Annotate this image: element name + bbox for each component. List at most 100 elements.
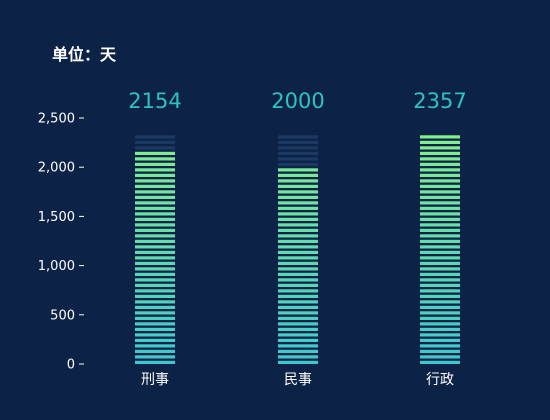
bar-segment: [278, 239, 318, 243]
bars-group: 2154 2000 2357: [128, 89, 467, 364]
bar-segment: [135, 289, 175, 293]
unit-label: 单位：天: [52, 45, 117, 64]
bar-segment: [420, 316, 460, 320]
bar-segment: [420, 360, 460, 364]
bar-segment: [278, 327, 318, 331]
bar-segment: [278, 173, 318, 177]
bar-segment: [135, 316, 175, 320]
bar-segment: [278, 217, 318, 221]
bar-segment: [420, 157, 460, 161]
bar-segment: [278, 311, 318, 315]
bar-segment: [135, 261, 175, 265]
bar-segment: [135, 179, 175, 183]
bar-segment: [278, 349, 318, 353]
bar-segment: [420, 239, 460, 243]
bar-segment: [420, 305, 460, 309]
bar-segment: [278, 212, 318, 216]
bar-segment: [420, 327, 460, 331]
bar-segment: [420, 261, 460, 265]
bar-segment: [420, 135, 460, 139]
bar-segment: [278, 223, 318, 227]
bar-segment: [420, 234, 460, 238]
bar-segment: [420, 146, 460, 150]
y-tick-label: 1,500: [38, 210, 75, 225]
data-label: 2154: [128, 89, 181, 113]
bar-segment: [278, 305, 318, 309]
bar-segment: [278, 360, 318, 364]
bar-segment: [420, 256, 460, 260]
y-tick-label: 1,000: [38, 259, 75, 274]
bar-segment: [135, 283, 175, 287]
y-axis: 0 500 1,000 1,500 2,000 2,500: [38, 112, 84, 373]
bar-segment: [135, 360, 175, 364]
bar-segment: [278, 168, 318, 172]
bar-segment: [278, 322, 318, 326]
bar-segment: [420, 311, 460, 315]
bar-segment: [135, 195, 175, 199]
bar-segment: [278, 344, 318, 348]
bar-segment: [135, 338, 175, 342]
bar-segment: [420, 206, 460, 210]
bar-segment: [278, 338, 318, 342]
x-tick-label: 行政: [426, 372, 454, 388]
bar-segment: [278, 195, 318, 199]
bar-segment: [135, 162, 175, 166]
bar-segment: [135, 333, 175, 337]
bar-segment: [420, 151, 460, 155]
bar-segment: [278, 184, 318, 188]
bar-segment: [278, 250, 318, 254]
bar-segment: [420, 173, 460, 177]
bar-segment: [135, 217, 175, 221]
bar-刑事: 2154: [128, 89, 182, 364]
bar-segment: [135, 294, 175, 298]
bar-segment: [420, 338, 460, 342]
bar-segment: [135, 184, 175, 188]
bar-segment: [278, 333, 318, 337]
bar-segment: [278, 190, 318, 194]
data-label: 2000: [271, 89, 324, 113]
bar-track-segment: [135, 140, 175, 144]
bar-segment: [135, 256, 175, 260]
bar-segment: [135, 305, 175, 309]
bar-segment: [278, 179, 318, 183]
y-tick-label: 2,000: [38, 161, 75, 176]
bar-segment: [420, 217, 460, 221]
bar-segment: [278, 267, 318, 271]
bar-segment: [135, 157, 175, 161]
bar-segment: [135, 151, 175, 155]
bar-segment: [135, 223, 175, 227]
bar-segment: [135, 173, 175, 177]
bar-segment: [420, 300, 460, 304]
bar-segment: [135, 245, 175, 249]
bar-segment: [420, 201, 460, 205]
bar-segment: [135, 212, 175, 216]
bar-segment: [420, 283, 460, 287]
bar-segment: [278, 294, 318, 298]
bar-segment: [420, 344, 460, 348]
y-tick-label: 0: [67, 358, 75, 373]
x-tick-label: 刑事: [141, 372, 169, 388]
bar-segment: [278, 256, 318, 260]
bar-segment: [278, 283, 318, 287]
x-axis: 刑事 民事 行政: [141, 372, 454, 388]
bar-segment: [135, 234, 175, 238]
bar-segment: [420, 162, 460, 166]
y-tick-label: 2,500: [38, 112, 75, 127]
bar-segment: [278, 261, 318, 265]
bar-segment: [278, 278, 318, 282]
bar-segment: [420, 272, 460, 276]
bar-segment: [135, 322, 175, 326]
bar-segment: [135, 206, 175, 210]
bar-segment: [420, 355, 460, 359]
bar-segment: [135, 349, 175, 353]
bar-segment: [420, 168, 460, 172]
bar-track-segment: [278, 151, 318, 155]
bar-segment: [278, 245, 318, 249]
bar-segment: [135, 311, 175, 315]
bar-segment: [420, 289, 460, 293]
bar-segment: [135, 239, 175, 243]
bar-track-segment: [135, 135, 175, 139]
bar-segment: [420, 190, 460, 194]
bar-segment: [135, 201, 175, 205]
